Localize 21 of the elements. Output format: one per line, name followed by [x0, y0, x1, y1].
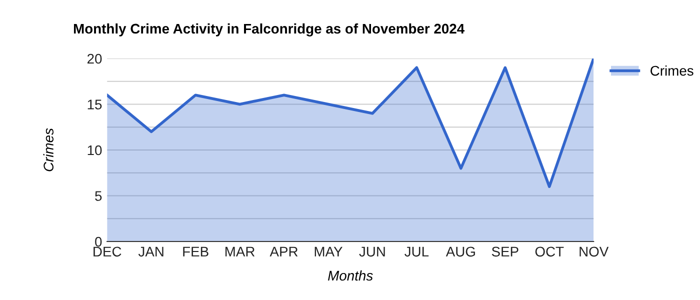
legend-label: Crimes [650, 66, 694, 76]
x-tick-label: JUN [359, 246, 385, 257]
y-axis-title: Crimes [43, 128, 54, 172]
x-tick-label: JUL [404, 246, 429, 257]
x-tick-label: OCT [535, 246, 564, 257]
y-tick-label: 10 [88, 145, 102, 156]
x-tick-label: NOV [580, 246, 609, 257]
x-tick-label: JAN [138, 246, 164, 257]
y-tick-label: 5 [95, 191, 102, 201]
y-tick-label: 15 [88, 100, 102, 110]
x-tick-label: SEP [492, 246, 518, 257]
x-axis-title: Months [328, 270, 373, 281]
x-tick-label: FEB [183, 246, 208, 256]
y-tick-label: 20 [87, 54, 102, 64]
x-tick-label: MAR [225, 246, 255, 256]
x-tick-label: APR [270, 246, 298, 256]
chart-title: Monthly Crime Activity in Falconridge as of November 2024 [74, 23, 465, 36]
y-tick-label: 0 [95, 236, 102, 247]
x-tick-label: DEC [94, 246, 122, 257]
x-tick-label: AUG [446, 246, 475, 257]
x-tick-label: MAY [314, 246, 342, 256]
